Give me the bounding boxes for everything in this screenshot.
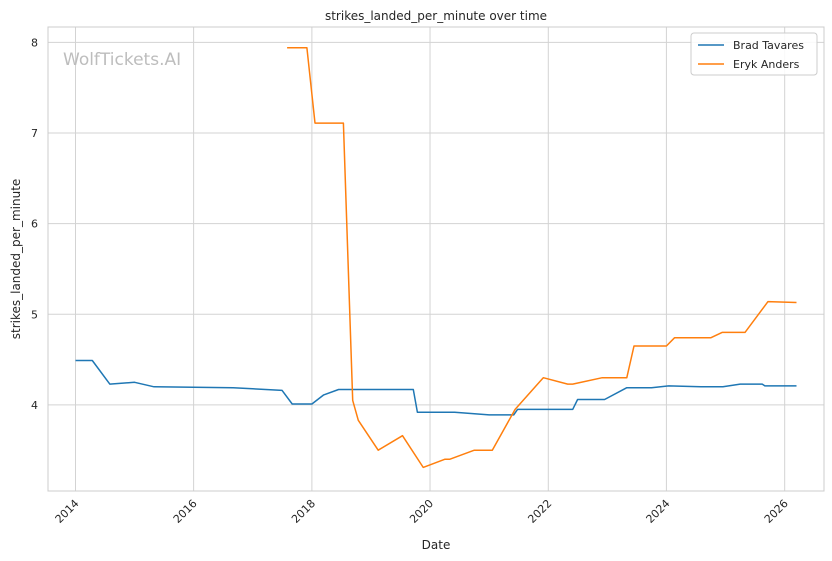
series-line-brad-tavares — [75, 359, 797, 416]
y-tick-label: 5 — [31, 308, 38, 321]
y-axis-title: strikes_landed_per_minute — [9, 179, 23, 340]
legend-label-eryk-anders: Eryk Anders — [733, 58, 800, 71]
watermark: WolfTickets.AI — [63, 50, 181, 70]
x-axis-title: Date — [422, 538, 451, 552]
legend-label-brad-tavares: Brad Tavares — [733, 39, 804, 52]
chart-title: strikes_landed_per_minute over time — [325, 9, 547, 23]
y-tick-label: 7 — [31, 127, 38, 140]
grid — [48, 27, 824, 491]
legend: Brad Tavares Eryk Anders — [690, 32, 818, 76]
y-axis-ticks: 4 5 6 7 8 — [31, 36, 38, 412]
y-tick-label: 8 — [31, 36, 38, 49]
plot-area-frame — [47, 26, 825, 492]
series-line-eryk-anders — [287, 47, 797, 469]
y-tick-label: 4 — [31, 399, 38, 412]
series-lines — [75, 47, 797, 469]
y-tick-label: 6 — [31, 218, 38, 231]
